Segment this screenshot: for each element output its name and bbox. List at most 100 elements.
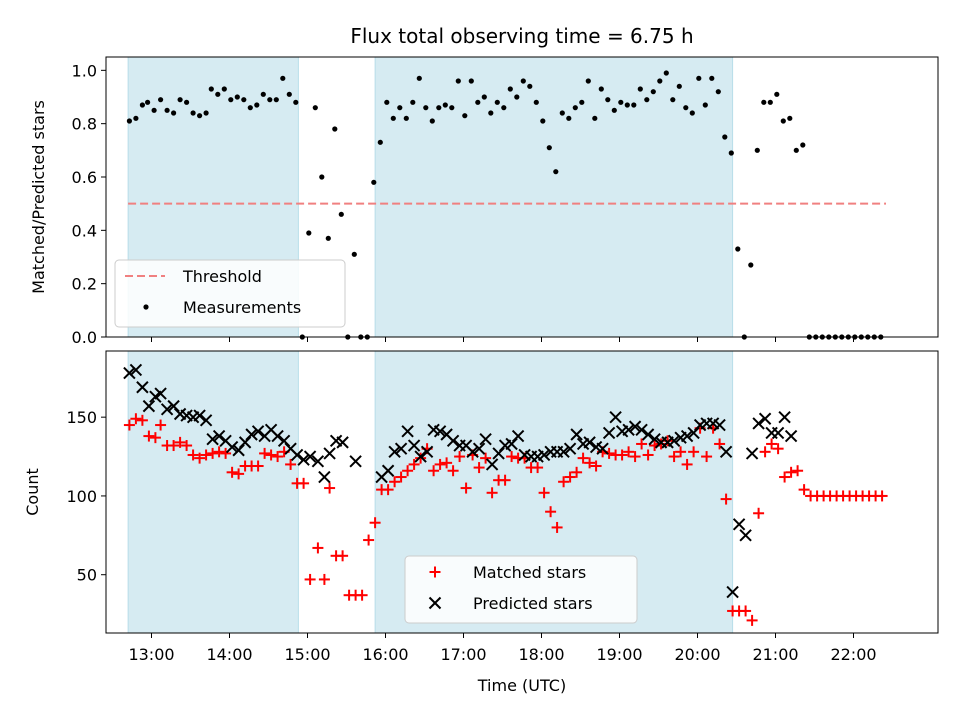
matched-star-point (428, 465, 440, 477)
measurement-point (158, 97, 164, 103)
measurement-point (520, 78, 526, 84)
x-b (318, 470, 331, 484)
matched-star-point (285, 458, 297, 470)
measurement-point (696, 75, 702, 81)
y-tick-label: 0.0 (72, 328, 97, 347)
matched-star-point (434, 458, 446, 470)
predicted-star-point (420, 445, 434, 459)
x-b (466, 445, 479, 459)
y-tick-label: 1.0 (72, 61, 97, 80)
x-b (193, 409, 206, 422)
predicted-star-point (206, 433, 219, 446)
matched-star-point (740, 605, 752, 617)
x-b (784, 429, 798, 443)
predicted-star-point (622, 423, 635, 436)
matched-star-point (623, 446, 635, 458)
x-b (433, 425, 447, 438)
matched-star-point (668, 451, 680, 463)
x-b (427, 423, 440, 436)
predicted-star-point (732, 518, 746, 531)
matched-star-point (395, 471, 407, 483)
x-b (589, 440, 603, 454)
x-b (290, 448, 304, 462)
measurement-point (462, 113, 468, 119)
predicted-star-point (271, 429, 284, 443)
predicted-star-point (485, 458, 499, 471)
x-b (245, 428, 258, 441)
matched-legend-label: Matched stars (473, 563, 586, 582)
measurement-point (481, 94, 487, 100)
matched-star-point (304, 573, 316, 585)
measurement-point (151, 107, 157, 113)
predicted-star-point (680, 429, 694, 443)
predicted-star-point (129, 363, 143, 377)
measurement-point (780, 118, 786, 124)
matched-star-point (584, 457, 596, 469)
top-y-axis-label: Matched/Predicted stars (29, 100, 48, 294)
x-b (297, 453, 310, 466)
measurements-legend-swatch (143, 304, 149, 310)
x-b (154, 387, 167, 400)
matched-star-point (408, 458, 420, 470)
measurement-point (203, 110, 209, 116)
predicted-star-point (160, 403, 174, 416)
matched-star-point (415, 452, 427, 464)
x-b (329, 434, 343, 448)
measurement-point (793, 147, 799, 153)
measurement-point (618, 99, 624, 105)
predicted-star-point (628, 420, 642, 433)
top-legend: Threshold Measurements (114, 259, 346, 328)
predicted-star-point (719, 445, 733, 459)
measurement-point (410, 99, 416, 105)
matched-star-point (265, 449, 277, 461)
matched-star-point (792, 465, 804, 477)
matched-star-point (681, 458, 693, 470)
predicted-star-point (336, 436, 349, 449)
x-b (537, 448, 551, 462)
y-tick-label: 50 (77, 566, 97, 585)
measurement-point (800, 142, 806, 148)
measurement-point (319, 174, 325, 180)
y-tick-label: 150 (66, 408, 97, 427)
measurement-point (657, 78, 663, 84)
measurement-point (722, 134, 728, 140)
predicted-star-point (713, 418, 726, 432)
matched-star-point (130, 413, 142, 425)
predicted-star-point (596, 442, 609, 455)
measurement-point (605, 97, 611, 103)
measurement-point (241, 97, 247, 103)
x-b (628, 420, 642, 433)
predicted-star-point (245, 428, 258, 441)
measurement-point (579, 99, 585, 105)
matched-star-point (447, 465, 459, 477)
measurement-point (767, 99, 773, 105)
x-b (726, 585, 739, 599)
x-b (414, 450, 427, 463)
matched-star-point (688, 446, 700, 458)
measurement-point (527, 83, 533, 89)
predicted-star-point (297, 453, 310, 466)
matched-star-point (252, 460, 264, 472)
predicted-star-point (583, 436, 596, 449)
measurement-point (306, 230, 312, 236)
matched-star-point (298, 477, 310, 489)
matched-star-point (571, 466, 583, 478)
measurement-point (709, 75, 715, 81)
matched-star-point (753, 507, 765, 519)
measurement-point (507, 86, 513, 92)
matched-star-point (149, 432, 161, 444)
predicted-star-point (433, 425, 447, 438)
measurement-point (663, 70, 669, 76)
measurement-point (501, 105, 507, 111)
x-b (485, 458, 499, 471)
matched-star-point (143, 430, 155, 442)
measurement-point (715, 89, 721, 95)
bottom-y-axis-label: Count (23, 468, 42, 516)
predicted-star-point (784, 429, 798, 443)
x-b (212, 429, 226, 443)
matched-star-point (402, 465, 414, 477)
x-tick-label: 16:00 (362, 645, 408, 664)
measurement-point (553, 169, 559, 175)
y-tick-label: 0.2 (72, 275, 97, 294)
